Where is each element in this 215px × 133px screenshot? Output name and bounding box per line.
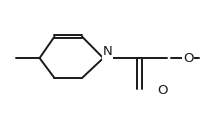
- Text: O: O: [183, 52, 194, 65]
- Text: N: N: [103, 45, 112, 58]
- Text: O: O: [157, 84, 168, 97]
